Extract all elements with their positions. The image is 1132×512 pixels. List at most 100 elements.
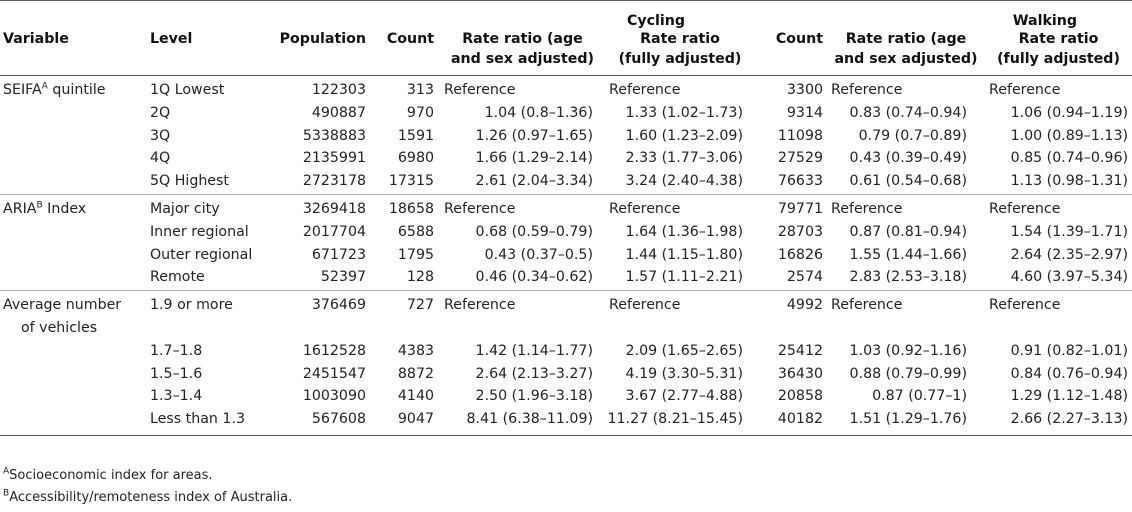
table-row-continuation: of vehicles <box>0 318 1132 341</box>
cell-level: 4Q <box>150 150 171 167</box>
cell-population: 2723178 <box>302 173 366 190</box>
table-row: 1.7–1.8 1612528 4383 1.42 (1.14–1.77) 2.09 (… <box>0 341 1132 364</box>
variable-label: ARIA <box>3 200 37 217</box>
cell-rr-full-walking: 4.60 (3.97–5.34) <box>1010 269 1129 286</box>
cell-level: 1.3–1.4 <box>150 388 203 405</box>
footnote-text: Accessibility/remoteness index of Austra… <box>9 490 293 505</box>
cell-rr-age-sex-cycling: 1.42 (1.14–1.77) <box>475 342 593 359</box>
cell-level: Outer regional <box>150 246 253 263</box>
variable-label: SEIFA <box>3 82 42 98</box>
cell-variable <box>0 222 146 245</box>
table-row: Average number 1.9 or more 376469 727 Refere… <box>0 290 1132 318</box>
empty-cell <box>440 318 605 341</box>
cell-rr-age-sex-cycling: 0.43 (0.37–0.5) <box>484 246 593 263</box>
cell-count-cycling: 313 <box>406 82 434 98</box>
cell-population: 490887 <box>311 104 366 121</box>
cell-rr-age-sex-walking: 0.61 (0.54–0.68) <box>849 173 967 190</box>
table-header: Cycling Walking Variable Level Populatio… <box>0 0 1132 76</box>
cell-rr-full-walking: 0.91 (0.82–1.01) <box>1010 342 1129 359</box>
col-header-count-cycling: Count <box>386 31 434 47</box>
cell-rr-age-sex-walking: 0.87 (0.81–0.94) <box>849 223 967 240</box>
cell-rr-full-cycling: 2.33 (1.77–3.06) <box>625 150 743 167</box>
empty-cell <box>146 318 274 341</box>
table-body: SEIFAA quintile 1Q Lowest 122303 313 Referen… <box>0 76 1132 436</box>
cell-rr-age-sex-cycling: 2.50 (1.96–3.18) <box>475 388 593 405</box>
cell-count-cycling: 1795 <box>397 246 434 263</box>
col-header-variable: Variable <box>3 31 69 47</box>
cell-rr-age-sex-cycling: 8.41 (6.38–11.09) <box>440 409 605 436</box>
cell-rr-age-sex-cycling: Reference <box>440 193 605 222</box>
cell-level: 1.7–1.8 <box>150 342 203 359</box>
cell-count-walking: 79771 <box>755 193 827 222</box>
cell-rr-age-sex-walking: 0.43 (0.39–0.49) <box>849 150 967 167</box>
footnote-b: BAccessibility/remoteness index of Austr… <box>3 488 293 505</box>
table-row: ARIAB Index Major city 3269418 18658 Referen… <box>0 193 1132 222</box>
cell-count-cycling: 9047 <box>372 409 440 436</box>
cell-rr-full-cycling: 1.33 (1.02–1.73) <box>625 104 743 121</box>
footnote-marker: B <box>3 488 10 499</box>
cell-count-walking: 20858 <box>777 388 823 405</box>
table-row: Remote 52397 128 0.46 (0.34–0.62) 1.57 (1.11… <box>0 267 1132 290</box>
cell-level: Major city <box>146 193 274 222</box>
cell-level: Inner regional <box>150 223 249 240</box>
cell-rr-full-cycling: Reference <box>605 290 755 318</box>
cell-count-cycling: 128 <box>406 269 434 286</box>
cell-variable: Average number <box>0 290 146 318</box>
cell-variable <box>0 341 146 364</box>
cell-rr-full-walking: Reference <box>985 290 1132 318</box>
variable-label: Average number <box>3 297 122 314</box>
cell-rr-full-cycling: Reference <box>605 193 755 222</box>
cell-variable <box>0 148 146 171</box>
col-header-rr-age-sex-cycling: Rate ratio (age and sex adjusted) <box>440 29 605 76</box>
cell-count-cycling: 6588 <box>397 223 434 240</box>
cell-count-cycling: 727 <box>372 290 440 318</box>
cell-count-walking: 16826 <box>777 246 823 263</box>
cell-population: 376469 <box>274 290 372 318</box>
cell-count-walking: 40182 <box>755 409 827 436</box>
cell-rr-age-sex-cycling: 1.26 (0.97–1.65) <box>475 127 593 144</box>
cell-rr-full-walking: 1.00 (0.89–1.13) <box>1010 127 1129 144</box>
cell-variable <box>0 171 146 194</box>
cell-count-walking: 27529 <box>777 150 823 167</box>
cell-rr-full-walking: 2.64 (2.35–2.97) <box>1010 246 1129 263</box>
cell-rr-full-cycling: 1.57 (1.11–2.21) <box>625 269 743 286</box>
cell-level: 1.5–1.6 <box>150 365 203 382</box>
cell-rr-age-sex-cycling: 0.46 (0.34–0.62) <box>475 269 593 286</box>
cell-count-cycling: 4140 <box>397 388 434 405</box>
cell-rr-full-walking: 1.54 (1.39–1.71) <box>1010 223 1129 240</box>
cell-count-cycling: 4383 <box>397 342 434 359</box>
header-line: Rate ratio (age <box>845 31 967 47</box>
cell-rr-age-sex-walking: 2.83 (2.53–3.18) <box>849 269 967 286</box>
cell-count-cycling: 970 <box>406 104 434 121</box>
header-line: and sex adjusted) <box>834 51 978 67</box>
cell-variable <box>0 386 146 409</box>
cell-rr-full-cycling: Reference <box>609 82 681 98</box>
cell-count-walking: 11098 <box>777 127 823 144</box>
header-column-row: Variable Level Population Count Rate rat… <box>0 29 1132 76</box>
cell-rr-age-sex-walking: 0.79 (0.7–0.89) <box>858 127 967 144</box>
cell-count-walking: 76633 <box>777 173 823 190</box>
cell-rr-full-cycling: 1.60 (1.23–2.09) <box>625 127 743 144</box>
cell-population: 122303 <box>311 82 366 98</box>
cell-rr-age-sex-walking: 0.83 (0.74–0.94) <box>849 104 967 121</box>
cell-rr-full-cycling: 1.64 (1.36–1.98) <box>625 223 743 240</box>
table-row: Inner regional 2017704 6588 0.68 (0.59–0.79… <box>0 222 1132 245</box>
table-row: 1.5–1.6 2451547 8872 2.64 (2.13–3.27) 4.19 (… <box>0 364 1132 387</box>
cell-rr-age-sex-cycling: Reference <box>440 290 605 318</box>
cell-rr-age-sex-cycling: 2.64 (2.13–3.27) <box>475 365 593 382</box>
col-header-count-walking: Count <box>775 31 823 47</box>
header-group-row: Cycling Walking <box>0 0 1132 29</box>
header-line: Rate ratio <box>1018 31 1099 47</box>
table-row: 2Q 490887 970 1.04 (0.8–1.36) 1.33 (1.02–1.7… <box>0 103 1132 126</box>
cell-population: 2017704 <box>302 223 366 240</box>
cell-count-walking: 4992 <box>755 290 827 318</box>
cell-level: Remote <box>150 269 205 286</box>
cell-population: 2451547 <box>302 365 366 382</box>
cell-rr-full-cycling: 2.09 (1.65–2.65) <box>625 342 743 359</box>
cell-rr-age-sex-cycling: Reference <box>444 82 516 98</box>
cell-rr-age-sex-walking: 1.03 (0.92–1.16) <box>849 342 967 359</box>
cell-rr-full-walking: Reference <box>989 82 1061 98</box>
cell-level: 1.9 or more <box>146 290 274 318</box>
table-row: Outer regional 671723 1795 0.43 (0.37–0.5) 1… <box>0 245 1132 268</box>
